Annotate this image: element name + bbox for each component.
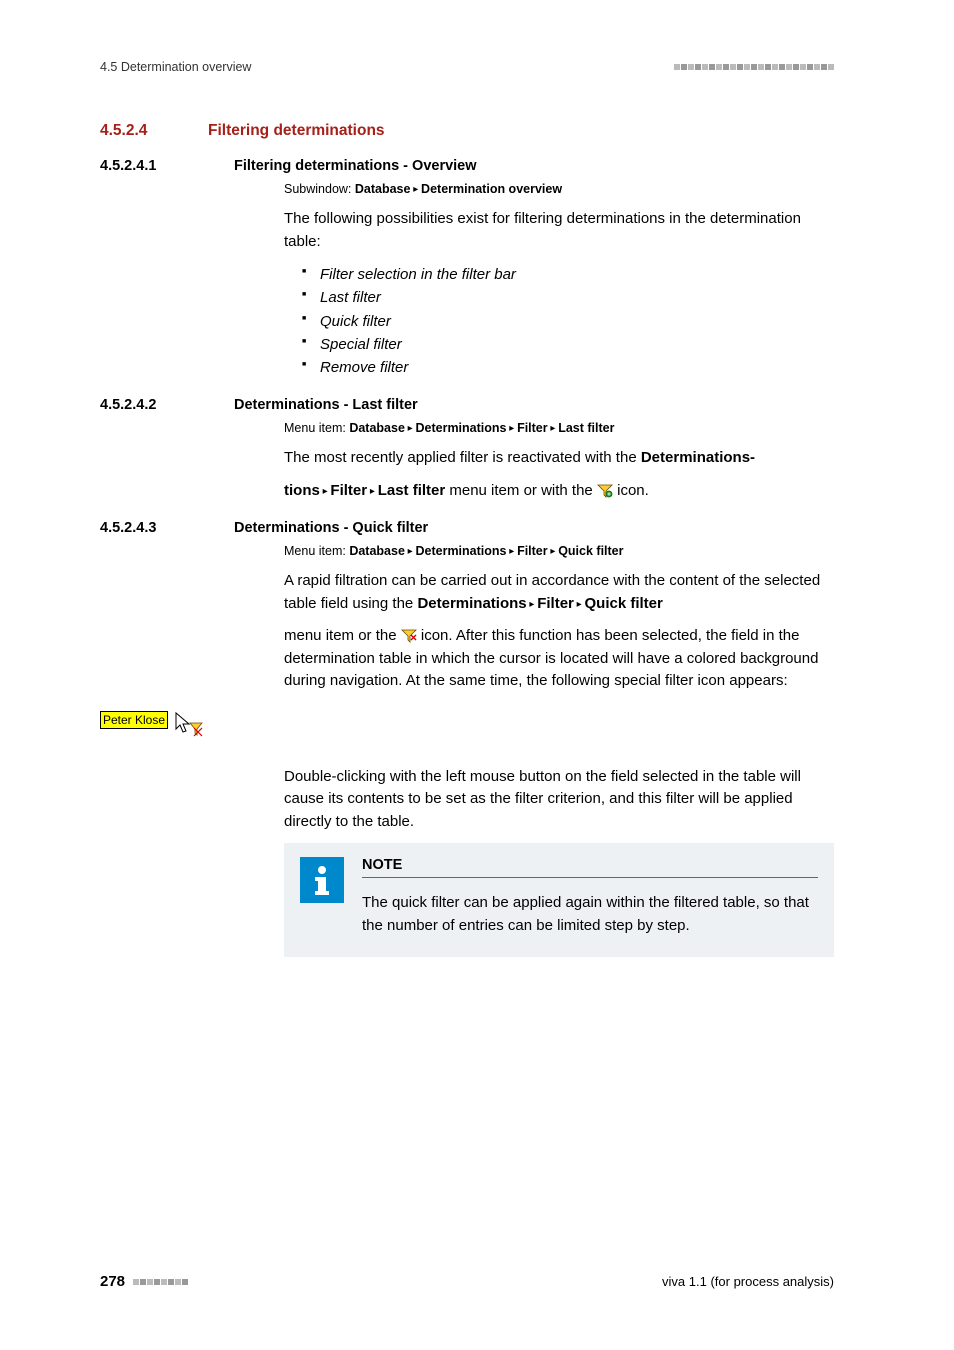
menu-label: Menu item: — [284, 421, 349, 435]
section-45243-body: Menu item: Database ▸ Determinations ▸ F… — [284, 544, 834, 693]
subwindow-path-45241: Subwindow: Database ▸ Determination over… — [284, 182, 834, 196]
text-45242-line2: tions ▸ Filter ▸ Last filter menu item o… — [284, 480, 834, 503]
heading-45242: 4.5.2.4.2 Determinations - Last filter — [100, 397, 834, 413]
menu2-p2: Determinations — [415, 544, 506, 558]
t45242-2e: icon. — [613, 482, 649, 499]
menu-p1: Database — [349, 421, 405, 435]
heading-45241: 4.5.2.4.1 Filtering determinations - Ove… — [100, 158, 834, 174]
subwindow-label: Subwindow: — [284, 182, 355, 196]
header-ornament — [674, 64, 834, 70]
menu-p2: Determinations — [415, 421, 506, 435]
t45242-2d: menu item or with the — [445, 482, 597, 499]
p1b: Determinations — [417, 595, 526, 612]
p1d: Quick filter — [584, 595, 662, 612]
subwindow-p1: Database — [355, 182, 411, 196]
p2a: menu item or the — [284, 627, 401, 644]
heading-4524-num: 4.5.2.4 — [100, 122, 180, 140]
subwindow-p2: Determination overview — [421, 182, 562, 196]
heading-45243-title: Determinations - Quick filter — [234, 520, 428, 536]
note-title: NOTE — [362, 857, 818, 878]
menu-p3: Filter — [517, 421, 548, 435]
quick-filter-icon — [401, 628, 417, 642]
note-text: The quick filter can be applied again wi… — [362, 892, 818, 937]
note-content: NOTE The quick filter can be applied aga… — [362, 857, 818, 937]
highlighted-cell: Peter Klose — [100, 711, 168, 729]
t45242-1a: The most recently applied filter is reac… — [284, 449, 641, 466]
menu-path-45242: Menu item: Database ▸ Determinations ▸ F… — [284, 421, 834, 435]
list-item: Special filter — [302, 333, 834, 356]
heading-45241-title: Filtering determinations - Overview — [234, 158, 477, 174]
text-45243-p3: Double-clicking with the left mouse butt… — [284, 766, 834, 834]
t45242-1b: Determinations — [641, 449, 750, 466]
menu-label-2: Menu item: — [284, 544, 349, 558]
intro-45241: The following possibilities exist for fi… — [284, 208, 834, 253]
text-45242-line1: The most recently applied filter is reac… — [284, 447, 834, 470]
heading-45242-title: Determinations - Last filter — [234, 397, 418, 413]
menu-path-45243: Menu item: Database ▸ Determinations ▸ F… — [284, 544, 834, 558]
heading-45242-num: 4.5.2.4.2 — [100, 397, 206, 413]
page-footer: 278 viva 1.1 (for process analysis) — [100, 1273, 834, 1290]
heading-45241-num: 4.5.2.4.1 — [100, 158, 206, 174]
menu2-p4: Quick filter — [558, 544, 623, 558]
footer-product: viva 1.1 (for process analysis) — [662, 1274, 834, 1289]
heading-45243: 4.5.2.4.3 Determinations - Quick filter — [100, 520, 834, 536]
page-number: 278 — [100, 1273, 125, 1290]
heading-45243-num: 4.5.2.4.3 — [100, 520, 206, 536]
last-filter-icon — [597, 483, 613, 497]
text-45243-p1: A rapid filtration can be carried out in… — [284, 570, 834, 615]
note-box: NOTE The quick filter can be applied aga… — [284, 843, 834, 957]
menu-p4: Last filter — [558, 421, 614, 435]
quick-filter-cursor-example: Peter Klose — [100, 711, 834, 742]
menu2-p3: Filter — [517, 544, 548, 558]
cursor-filter-icon — [174, 711, 204, 742]
heading-4524: 4.5.2.4 Filtering determinations — [100, 122, 834, 140]
section-45242-body: Menu item: Database ▸ Determinations ▸ F… — [284, 421, 834, 502]
footer-ornament — [133, 1279, 188, 1285]
p1c: Filter — [537, 595, 574, 612]
filter-possibilities-list: Filter selection in the filter bar Last … — [284, 263, 834, 379]
list-item: Filter selection in the filter bar — [302, 263, 834, 286]
header-section-ref: 4.5 Determination overview — [100, 60, 251, 74]
menu2-p1: Database — [349, 544, 405, 558]
t45242-2b: Filter — [330, 482, 367, 499]
t45242-2c: Last filter — [378, 482, 446, 499]
page-header: 4.5 Determination overview — [100, 60, 834, 74]
heading-4524-title: Filtering determinations — [208, 122, 385, 140]
t45242-tions: tions — [284, 482, 320, 499]
section-45243-body-2: Double-clicking with the left mouse butt… — [284, 766, 834, 958]
list-item: Last filter — [302, 286, 834, 309]
section-45241-body: Subwindow: Database ▸ Determination over… — [284, 182, 834, 379]
info-icon — [300, 857, 344, 903]
list-item: Remove filter — [302, 356, 834, 379]
text-45243-p2: menu item or the icon. After this functi… — [284, 625, 834, 693]
list-item: Quick filter — [302, 310, 834, 333]
footer-left: 278 — [100, 1273, 188, 1290]
